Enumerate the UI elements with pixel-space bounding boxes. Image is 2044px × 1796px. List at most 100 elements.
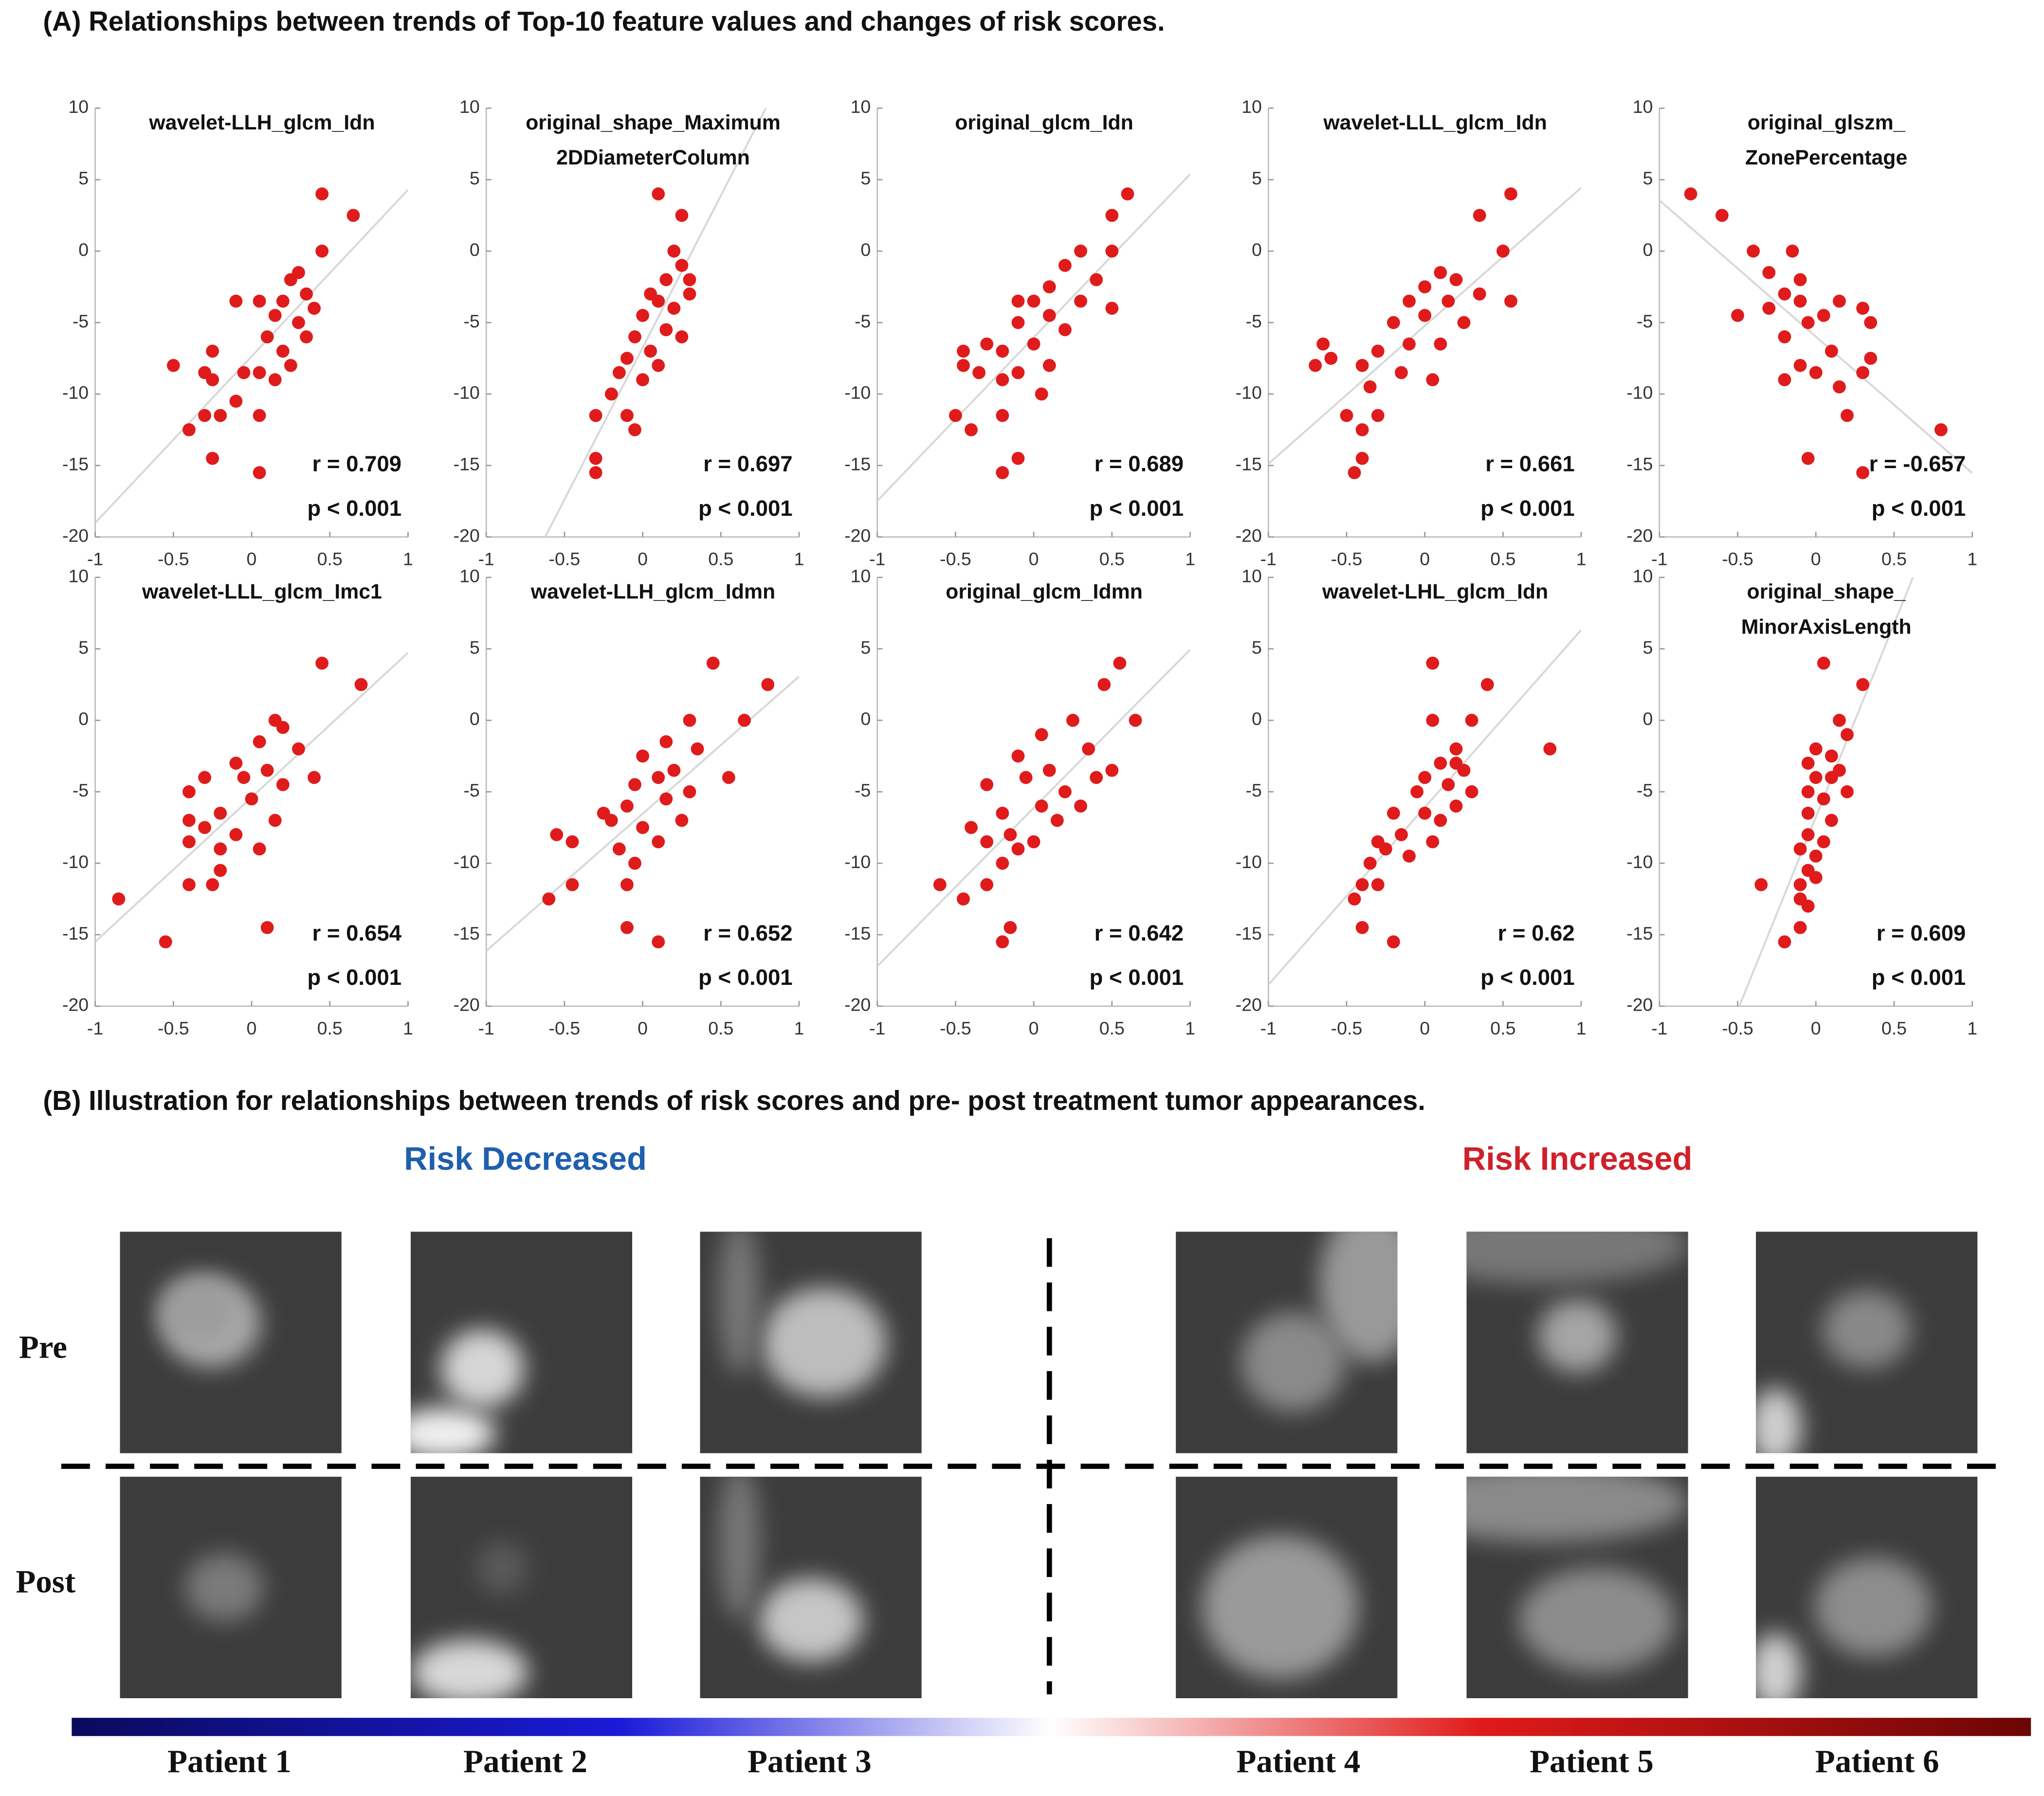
point [1473, 287, 1486, 301]
annotation: r = 0.62 [1498, 921, 1575, 945]
tumor-image [1756, 1476, 1978, 1699]
point [957, 359, 970, 372]
y-tick-label: 0 [78, 239, 89, 260]
point [1731, 308, 1744, 322]
point [182, 423, 196, 436]
x-tick-label: -1 [1651, 1018, 1667, 1038]
point [1434, 266, 1447, 279]
x-tick-label: -0.5 [549, 1018, 581, 1038]
point [1121, 187, 1134, 200]
plot-title: wavelet-LLL_glcm_Idn [1323, 111, 1547, 134]
point [253, 366, 266, 380]
y-tick-label: -20 [62, 995, 89, 1015]
point [652, 359, 665, 372]
point [1082, 742, 1095, 756]
y-tick-label: 5 [1643, 168, 1653, 188]
point [1355, 359, 1369, 372]
point [652, 835, 665, 849]
point [284, 359, 297, 372]
plot-title: wavelet-LLH_glcm_Idmn [530, 580, 775, 603]
point [1348, 466, 1361, 479]
point [1434, 337, 1447, 351]
y-tick-label: -15 [62, 923, 89, 943]
point [965, 423, 978, 436]
image-blob [410, 1407, 495, 1453]
point [1324, 351, 1338, 365]
tumor-image [1756, 1232, 1978, 1453]
image-blob [159, 1276, 237, 1344]
x-tick-label: 0 [247, 549, 257, 569]
point [198, 409, 211, 422]
scatter-panel: -20 -15 -10 -5 0 5 10 -1 -0.5 0 0.5 1 original_shape… [1626, 565, 1977, 1038]
risk-gradient-bar [72, 1718, 2031, 1736]
image-blob [410, 1639, 528, 1699]
y-tick-label: 10 [1633, 96, 1653, 117]
point [1379, 842, 1392, 856]
point [1309, 359, 1322, 372]
point [1129, 713, 1142, 727]
point [1027, 337, 1040, 351]
point [308, 771, 321, 784]
image-blob [1538, 1299, 1617, 1373]
point [612, 366, 626, 380]
point [675, 259, 689, 272]
point [1434, 814, 1447, 827]
point [996, 935, 1009, 949]
image-blob [1202, 1535, 1359, 1679]
point [1042, 763, 1056, 777]
y-tick-label: -5 [1637, 311, 1653, 331]
point [1778, 935, 1791, 949]
group-label: Risk Increased [1462, 1141, 1693, 1177]
scatter-panel: -20 -15 -10 -5 0 5 10 -1 -0.5 0 0.5 1 original_glcm_… [844, 565, 1195, 1038]
point [957, 345, 970, 358]
x-tick-label: 0.5 [317, 549, 343, 569]
row-label: Post [16, 1563, 75, 1599]
y-tick-label: 5 [78, 637, 89, 657]
y-tick-label: -20 [62, 525, 89, 545]
point [206, 878, 219, 891]
point [300, 330, 313, 344]
scatter-panel: -20 -15 -10 -5 0 5 10 -1 -0.5 0 0.5 1 wavelet-LLH_gl… [454, 565, 804, 1038]
x-tick-label: -1 [1651, 549, 1667, 569]
tumor-image [1176, 1232, 1398, 1453]
patient-label: Patient 2 [463, 1743, 587, 1779]
point [1316, 337, 1330, 351]
point [1465, 713, 1478, 727]
point [1504, 294, 1517, 308]
point [182, 814, 196, 827]
annotation: r = 0.661 [1485, 452, 1575, 476]
point [1449, 757, 1463, 770]
point [1363, 380, 1377, 394]
image-blob [1319, 1232, 1398, 1362]
point [1841, 728, 1854, 742]
point [253, 735, 266, 748]
plot-title: wavelet-LLH_glcm_Idn [148, 111, 375, 134]
point [1457, 316, 1471, 329]
patient-label: Patient 1 [167, 1743, 292, 1779]
point [253, 409, 266, 422]
point [1418, 806, 1432, 820]
x-tick-label: 0 [1420, 549, 1430, 569]
y-tick-label: -20 [1626, 995, 1653, 1015]
point [1027, 294, 1040, 308]
point [1801, 899, 1815, 913]
point [1090, 273, 1103, 287]
point [1778, 330, 1791, 344]
point [1449, 799, 1463, 813]
point [675, 814, 689, 827]
x-tick-label: 0 [1420, 1018, 1430, 1038]
point [253, 466, 266, 479]
point [1449, 273, 1463, 287]
point [1097, 678, 1111, 691]
point [628, 856, 641, 870]
point [1801, 757, 1815, 770]
point [996, 856, 1009, 870]
point [675, 330, 689, 344]
point [1035, 799, 1048, 813]
tumor-image [120, 1476, 342, 1699]
point [229, 395, 243, 408]
x-tick-label: -0.5 [1331, 1018, 1363, 1038]
point [229, 757, 243, 770]
x-tick-label: 0.5 [1881, 1018, 1907, 1038]
x-tick-label: -0.5 [158, 549, 189, 569]
